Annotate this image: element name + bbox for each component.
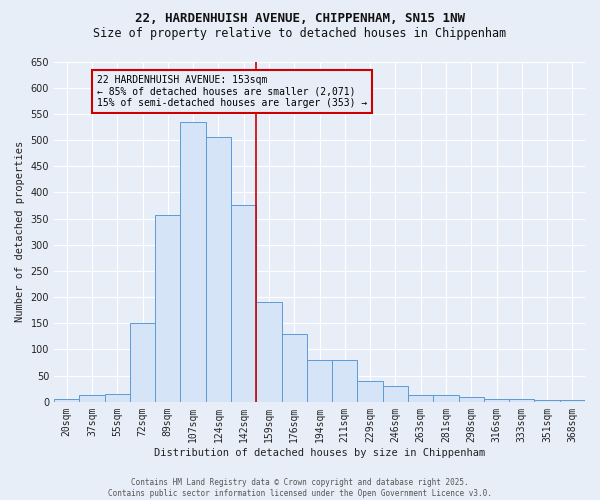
Bar xyxy=(256,302,281,402)
Bar xyxy=(155,215,181,402)
Bar xyxy=(433,395,458,402)
Text: 22 HARDENHUISH AVENUE: 153sqm
← 85% of detached houses are smaller (2,071)
15% o: 22 HARDENHUISH AVENUE: 153sqm ← 85% of d… xyxy=(97,74,367,108)
Bar xyxy=(307,360,332,402)
Bar xyxy=(383,386,408,402)
Bar xyxy=(358,381,383,402)
Bar xyxy=(281,334,307,402)
Bar xyxy=(332,360,358,402)
Y-axis label: Number of detached properties: Number of detached properties xyxy=(15,141,25,322)
Bar xyxy=(231,206,256,402)
Bar xyxy=(484,399,509,402)
Bar xyxy=(181,122,206,402)
Bar xyxy=(458,396,484,402)
Text: 22, HARDENHUISH AVENUE, CHIPPENHAM, SN15 1NW: 22, HARDENHUISH AVENUE, CHIPPENHAM, SN15… xyxy=(135,12,465,26)
Bar xyxy=(206,138,231,402)
Bar xyxy=(130,324,155,402)
Bar xyxy=(54,399,79,402)
Bar xyxy=(408,395,433,402)
Bar xyxy=(509,399,535,402)
Bar xyxy=(535,400,560,402)
X-axis label: Distribution of detached houses by size in Chippenham: Distribution of detached houses by size … xyxy=(154,448,485,458)
Text: Contains HM Land Registry data © Crown copyright and database right 2025.
Contai: Contains HM Land Registry data © Crown c… xyxy=(108,478,492,498)
Bar xyxy=(79,395,104,402)
Bar xyxy=(560,400,585,402)
Text: Size of property relative to detached houses in Chippenham: Size of property relative to detached ho… xyxy=(94,28,506,40)
Bar xyxy=(104,394,130,402)
